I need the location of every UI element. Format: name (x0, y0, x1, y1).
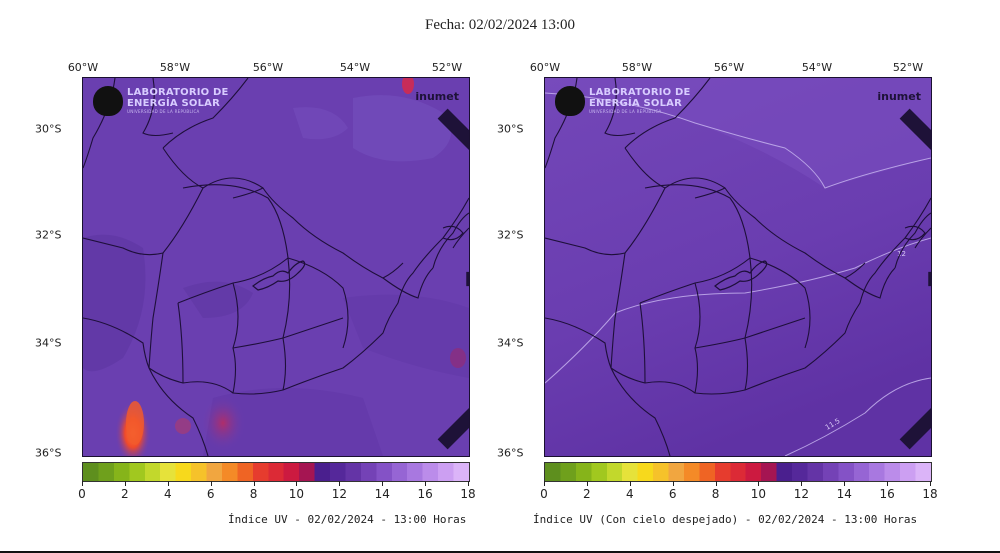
colorbar-tick-label: 6 (206, 487, 215, 501)
laboratorio-energia-solar-logo: LABORATORIO DE ENERGÍA SOLAR UNIVERSIDAD… (93, 86, 229, 116)
les-line2: ENERGÍA SOLAR (127, 98, 220, 109)
colorbar-tick (930, 481, 931, 486)
uv-clear-map-graphic: 12 11.5 (545, 78, 931, 456)
inumet-weather-icon (899, 108, 931, 450)
colorbar-tick-label: 16 (417, 487, 433, 501)
les-emblem-icon (93, 86, 123, 116)
lon-tick-54w: 54°W (339, 61, 371, 74)
colorbar-tick (544, 481, 545, 486)
lon-tick-58w: 58°W (621, 61, 653, 74)
colorbar-tick-label: 10 (288, 487, 305, 501)
colorbar-tick-label: 14 (374, 487, 390, 501)
colorbar-tick-label: 18 (922, 487, 938, 501)
lon-tick-56w: 56°W (713, 61, 745, 74)
lat-tick-32s: 32°S (35, 228, 62, 242)
lon-tick-58w: 58°W (159, 61, 191, 74)
uv-map-graphic (83, 78, 469, 456)
inumet-logo: inumet (877, 90, 931, 450)
inumet-logo: inumet (415, 90, 469, 450)
colorbar-tick (629, 481, 631, 486)
colorbar-tick-label: 4 (163, 487, 172, 501)
lat-tick-36s: 36°S (35, 446, 62, 460)
colorbar-tick (758, 481, 760, 486)
colorbar-tick (887, 481, 889, 486)
bottom-divider (0, 551, 1000, 553)
les-sub: UNIVERSIDAD DE LA REPÚBLICA (127, 109, 200, 114)
colorbar-tick (82, 481, 83, 486)
colorbar-tick-label: 16 (879, 487, 895, 501)
colorbar-tick (715, 481, 717, 486)
colorbar-tick (124, 481, 126, 486)
lon-tick-60w: 60°W (67, 61, 99, 74)
uv-index-map[interactable]: LABORATORIO DE ENERGÍA SOLAR UNIVERSIDAD… (82, 77, 470, 457)
les-line2: ENERGÍA SOLAR (589, 98, 682, 109)
colorbar-tick-label: 4 (625, 487, 634, 501)
uv-index-clear-sky-map[interactable]: 12 11.5 (544, 77, 932, 457)
colorbar-tick-label: 12 (331, 487, 347, 501)
colorbar-tick (339, 481, 341, 486)
lat-tick-36s: 36°S (497, 446, 524, 460)
colorbar-tick-label: 0 (540, 487, 548, 501)
inumet-weather-icon (437, 108, 469, 450)
lon-tick-54w: 54°W (801, 61, 833, 74)
colorbar-tick (210, 481, 212, 486)
laboratorio-energia-solar-logo: LABORATORIO DE ENERGÍA SOLAR UNIVERSIDAD… (555, 86, 691, 116)
les-emblem-icon (555, 86, 585, 116)
colorbar (544, 462, 932, 482)
lat-tick-34s: 34°S (35, 336, 62, 350)
colorbar-tick (425, 481, 427, 486)
colorbar-ticks: 0 2 4 6 8 10 12 14 16 18 (540, 481, 938, 501)
lat-tick-34s: 34°S (497, 336, 524, 350)
colorbar-tick-label: 8 (711, 487, 720, 501)
les-line1: LABORATORIO DE (127, 87, 229, 98)
les-sub: UNIVERSIDAD DE LA REPÚBLICA (589, 109, 662, 114)
colorbar-tick (586, 481, 588, 486)
lat-tick-32s: 32°S (497, 228, 524, 242)
lon-tick-60w: 60°W (529, 61, 561, 74)
colorbar-ticks: 0 2 4 6 8 10 12 14 16 18 (78, 481, 476, 501)
lon-tick-56w: 56°W (252, 61, 284, 74)
colorbar-tick-label: 2 (121, 487, 129, 501)
colorbar-tick-label: 0 (78, 487, 86, 501)
colorbar-tick-label: 14 (836, 487, 852, 501)
colorbar-tick-label: 2 (583, 487, 591, 501)
colorbar-tick-label: 12 (793, 487, 809, 501)
colorbar-tick-label: 8 (249, 487, 258, 501)
uv-index-clear-sky-panel: 60°W 58°W 56°W 54°W 52°W 30°S 32°S 34°S … (497, 58, 957, 533)
colorbar-tick-label: 6 (668, 487, 677, 501)
lon-tick-52w: 52°W (892, 61, 924, 74)
colorbar-tick-label: 10 (750, 487, 767, 501)
lat-tick-30s: 30°S (35, 122, 62, 136)
colorbar-tick (844, 481, 846, 486)
lon-tick-52w: 52°W (431, 61, 463, 74)
colorbar-tick (167, 481, 169, 486)
lat-tick-30s: 30°S (497, 122, 524, 136)
page-title: Fecha: 02/02/2024 13:00 (425, 17, 575, 33)
colorbar-tick-label: 18 (460, 487, 476, 501)
uv-index-caption: Índice UV - 02/02/2024 - 13:00 Horas (228, 513, 467, 526)
colorbar-tick (382, 481, 384, 486)
contour-label-12: 12 (897, 250, 906, 258)
uv-index-clear-sky-caption: Índice UV (Con cielo despejado) - 02/02/… (533, 513, 918, 526)
inumet-text: inumet (877, 90, 921, 103)
uv-index-panel: 60°W 58°W 56°W 54°W 52°W 30°S 32°S 34°S … (35, 58, 495, 533)
colorbar-tick (672, 481, 674, 486)
les-line1: LABORATORIO DE (589, 87, 691, 98)
colorbar-tick (801, 481, 803, 486)
inumet-text: inumet (415, 90, 459, 103)
colorbar-tick (296, 481, 298, 486)
colorbar (82, 462, 470, 482)
colorbar-tick (253, 481, 255, 486)
colorbar-tick (468, 481, 469, 486)
